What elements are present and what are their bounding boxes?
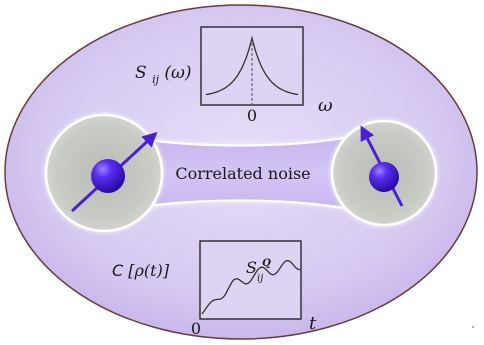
left-spin-icon [70,131,158,213]
top-plot-ylabel: S ij (ω) [135,63,192,88]
coherence-curve [201,260,300,315]
right-spin-icon [360,125,404,207]
top-plot-xlabel: ω [318,95,333,116]
bottom-plot-ylabel: C [ρ(t)] [112,261,170,280]
coherence-plot: 0 t C [ρ(t)] S Q ij [112,240,317,338]
decorative-dot [472,326,474,328]
bottom-plot-xlabel: t [309,313,317,334]
noise-label: Correlated noise [175,164,310,183]
bottom-plot-x-tick: 0 [191,319,201,338]
spectral-density-curve [205,35,299,96]
bottom-plot-annotation: S Q ij [246,251,276,284]
spectral-density-plot: 0 ω S ij (ω) [135,26,333,125]
top-plot-x-tick: 0 [247,106,257,125]
